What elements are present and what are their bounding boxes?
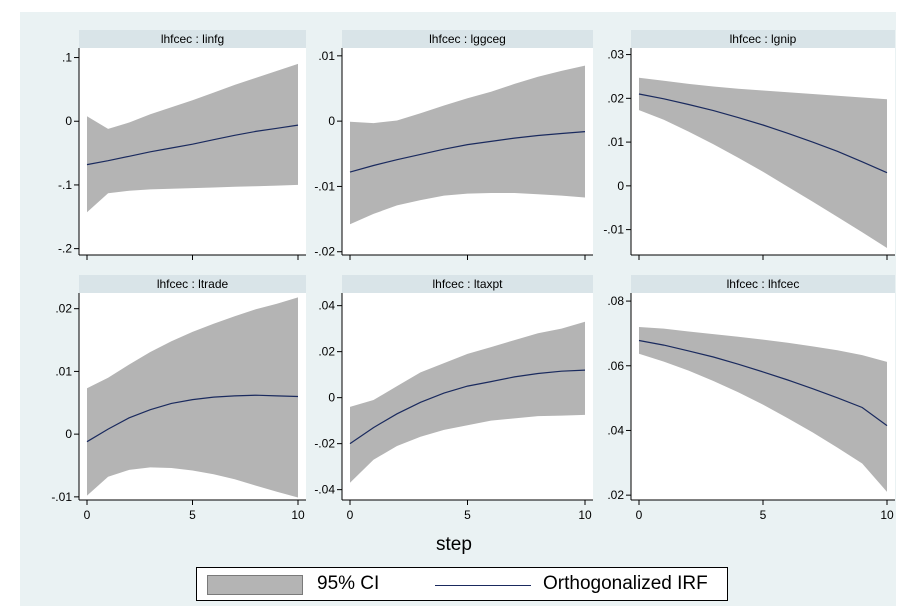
legend-irf-label: Orthogonalized IRF bbox=[543, 573, 708, 594]
ci-band bbox=[639, 327, 887, 492]
panel-title: lhfcec : ltaxpt bbox=[432, 277, 503, 291]
y-tick-label: -.02 bbox=[314, 245, 335, 259]
y-tick-label: -.02 bbox=[314, 437, 335, 451]
y-tick-label: 0 bbox=[65, 114, 72, 128]
x-tick-label: 10 bbox=[291, 508, 305, 522]
panel-title-strip bbox=[631, 30, 895, 48]
y-tick-label: 0 bbox=[328, 114, 335, 128]
ci-band bbox=[87, 63, 298, 213]
irf-line bbox=[638, 93, 888, 174]
y-tick-label: -.2 bbox=[58, 242, 72, 256]
panel-title: lhfcec : lgnip bbox=[730, 32, 797, 46]
y-tick-label: .08 bbox=[607, 294, 624, 308]
y-tick-label: .02 bbox=[318, 345, 335, 359]
panel-title-strip bbox=[342, 30, 593, 48]
panel-title-strip bbox=[342, 275, 593, 293]
y-tick-label: -.01 bbox=[314, 179, 335, 193]
y-tick-label: .04 bbox=[318, 299, 335, 313]
y-tick-label: .01 bbox=[55, 364, 72, 378]
legend-ci-swatch bbox=[207, 575, 303, 595]
irf-panel-3: lhfcec : lgnip .03 .02 .01 0 -.01 bbox=[603, 30, 895, 260]
y-tick-label: .04 bbox=[607, 423, 624, 437]
y-tick-label: -.1 bbox=[58, 178, 72, 192]
y-tick-label: .01 bbox=[607, 135, 624, 149]
legend-ci-label: 95% CI bbox=[317, 573, 380, 594]
legend-irf-line bbox=[435, 585, 531, 586]
ci-band bbox=[639, 77, 887, 248]
panel-title: lhfcec : linfg bbox=[161, 32, 224, 46]
irf-panel-5: lhfcec : ltaxpt .04 .02 0 -.02 -.04 0 5 10 bbox=[314, 275, 593, 522]
ci-band bbox=[350, 321, 585, 483]
irf-line bbox=[638, 339, 888, 427]
panel-title-strip bbox=[79, 30, 306, 48]
y-tick-label: .1 bbox=[62, 51, 72, 65]
y-tick-label: .01 bbox=[318, 49, 335, 63]
y-tick-label: .02 bbox=[55, 302, 72, 316]
irf-line bbox=[86, 394, 299, 443]
irf-panel-6: lhfcec : lhfcec .08 .06 .04 .02 0 5 10 bbox=[607, 275, 895, 522]
irf-panel-4: lhfcec : ltrade .02 .01 0 -.01 0 5 10 bbox=[51, 275, 306, 522]
irf-line bbox=[349, 131, 586, 173]
panel-title: lhfcec : ltrade bbox=[157, 277, 229, 291]
panel-title: lhfcec : lggceg bbox=[429, 32, 506, 46]
y-tick-label: .02 bbox=[607, 91, 624, 105]
x-tick-label: 5 bbox=[760, 508, 767, 522]
irf-panel-1: lhfcec : linfg .1 0 -.1 -.2 bbox=[58, 30, 306, 260]
legend: 95% CI Orthogonalized IRF bbox=[196, 567, 728, 601]
y-tick-label: -.01 bbox=[603, 223, 624, 237]
x-tick-label: 10 bbox=[578, 508, 592, 522]
x-tick-label: 10 bbox=[880, 508, 894, 522]
panel-title-strip bbox=[631, 275, 895, 293]
y-tick-label: 0 bbox=[617, 179, 624, 193]
x-tick-label: 0 bbox=[636, 508, 643, 522]
panel-title-strip bbox=[79, 275, 306, 293]
x-axis-title: step bbox=[436, 534, 472, 555]
y-tick-label: -.01 bbox=[51, 490, 72, 504]
y-tick-label: 0 bbox=[65, 427, 72, 441]
x-tick-label: 5 bbox=[189, 508, 196, 522]
y-tick-label: .03 bbox=[607, 48, 624, 62]
irf-line bbox=[349, 369, 586, 445]
y-tick-label: .02 bbox=[607, 488, 624, 502]
irf-panel-2: lhfcec : lggceg .01 0 -.01 -.02 bbox=[314, 30, 593, 260]
irf-line bbox=[86, 124, 299, 166]
y-tick-label: -.04 bbox=[314, 483, 335, 497]
x-tick-label: 0 bbox=[347, 508, 354, 522]
y-tick-label: 0 bbox=[328, 391, 335, 405]
y-tick-label: .06 bbox=[607, 359, 624, 373]
ci-band bbox=[87, 297, 298, 498]
x-tick-label: 0 bbox=[84, 508, 91, 522]
x-tick-label: 5 bbox=[464, 508, 471, 522]
panel-title: lhfcec : lhfcec bbox=[727, 277, 800, 291]
